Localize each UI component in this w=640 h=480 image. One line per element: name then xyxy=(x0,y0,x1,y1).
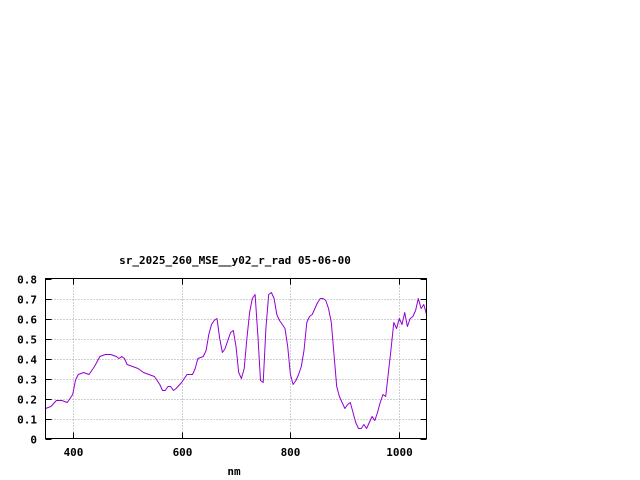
y-tick-label: 0.3 xyxy=(17,374,37,387)
y-tick-label: 0.4 xyxy=(17,354,37,367)
axis-ticks: 0 0.1 0.2 0.3 0.4 0.5 0.6 0.7 0.8 400 600 800 1000 xyxy=(17,274,427,459)
y-tick-label: 0.7 xyxy=(17,294,37,307)
chart-title: sr_2025_260_MSE__y02_r_rad 05-06-00 xyxy=(119,254,351,267)
plot-frame xyxy=(45,278,427,439)
y-tick-label: 0.1 xyxy=(17,414,37,427)
y-tick-label: 0.6 xyxy=(17,314,37,327)
x-tick-label: 600 xyxy=(173,446,193,459)
y-tick-label: 0.2 xyxy=(17,394,37,407)
series-layer xyxy=(45,292,427,429)
x-axis-label: nm xyxy=(227,465,241,478)
y-tick-label: 0.8 xyxy=(17,274,37,287)
series-line xyxy=(45,292,427,429)
y-tick-label: 0 xyxy=(30,434,37,447)
grid xyxy=(45,278,427,439)
x-tick-label: 400 xyxy=(64,446,84,459)
x-tick-label: 800 xyxy=(281,446,301,459)
y-tick-label: 0.5 xyxy=(17,334,37,347)
x-tick-label: 1000 xyxy=(386,446,413,459)
